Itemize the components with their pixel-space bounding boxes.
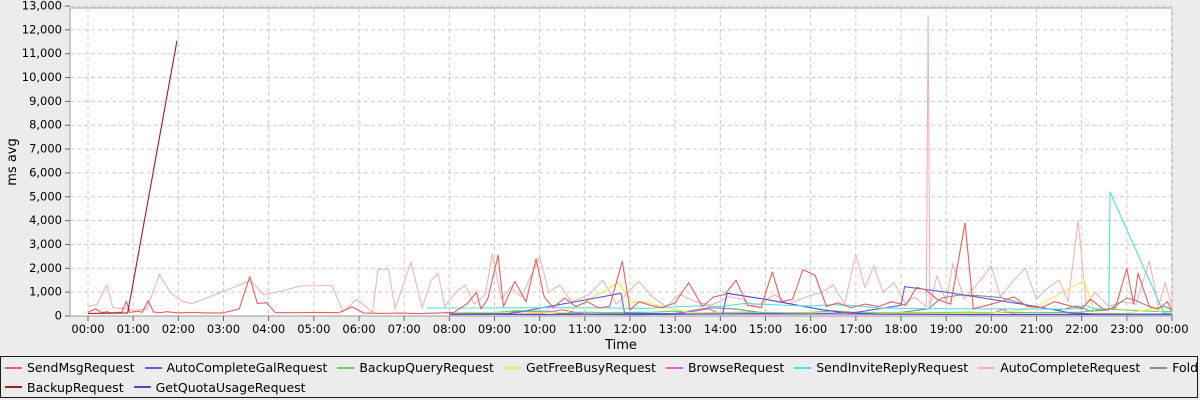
x-tick-label: 15:00 (749, 322, 782, 336)
series-line-autocompletegalrequest (449, 286, 1172, 315)
legend-item-autocompletegalrequest: AutoCompleteGalRequest (144, 360, 328, 376)
x-tick-label: 02:00 (162, 322, 195, 336)
legend-swatch-icon (978, 366, 996, 369)
legend-item-backuprequest: BackupRequest (5, 380, 124, 395)
legend-swatch-icon (794, 366, 812, 369)
legend-item-autocompleterequest: AutoCompleteRequest (978, 360, 1140, 375)
x-tick-label: 18:00 (884, 322, 917, 336)
legend-swatch-icon (5, 366, 22, 369)
legend-label: AutoCompleteGalRequest (166, 360, 328, 376)
legend-item-sendmsgrequest: SendMsgRequest (5, 360, 135, 375)
series-line-backupqueryrequest (444, 308, 1173, 314)
series-line-getquotausagerequest (449, 292, 1172, 316)
x-tick-label: 20:00 (975, 322, 1008, 336)
x-tick-label: 19:00 (930, 322, 963, 336)
x-tick-label: 03:00 (207, 322, 240, 336)
x-tick-label: 10:00 (523, 322, 556, 336)
x-tick-label: 00:00 (71, 322, 104, 336)
legend-label: GetQuotaUsageRequest (155, 379, 306, 395)
legend-swatch-icon (144, 366, 162, 369)
legend-swatch-icon (503, 366, 521, 369)
timeseries-chart-panel: 0 1,000 2,000 3,000 4,000 5,000 6,000 7,000 8,00… (5, 0, 1189, 353)
x-tick-label: 09:00 (478, 322, 511, 336)
y-axis-title: ms avg (5, 138, 20, 185)
legend-item-getfreebusyrequest: GetFreeBusyRequest (503, 360, 656, 376)
x-tick-label: 23:00 (1110, 322, 1143, 336)
x-tick-label: 05:00 (297, 322, 330, 336)
x-tick-label: 08:00 (433, 322, 466, 336)
y-tick-label: 4,000 (29, 213, 62, 227)
legend-label: BackupQueryRequest (359, 360, 494, 376)
x-tick-label: 01:00 (117, 322, 150, 336)
series-line-sendmsgrequest (87, 222, 1173, 315)
timeseries-chart: 0 1,000 2,000 3,000 4,000 5,000 6,000 7,000 8,00… (5, 0, 1189, 353)
legend-swatch-icon (665, 366, 683, 369)
y-tick-label: 0 (55, 309, 62, 323)
y-tick-label: 2,000 (29, 261, 62, 275)
legend-label: SendMsgRequest (27, 360, 135, 376)
x-tick-label: 11:00 (568, 322, 601, 336)
legend-swatch-icon (5, 386, 22, 389)
y-tick-label: 5,000 (29, 189, 62, 203)
y-tick-label: 8,000 (29, 118, 62, 132)
y-tick-label: 1,000 (29, 285, 62, 299)
x-tick-label: 07:00 (388, 322, 421, 336)
legend-label: BrowseRequest (687, 360, 785, 376)
x-tick-label: 17:00 (839, 322, 872, 336)
legend-item-backupqueryrequest: BackupQueryRequest (337, 360, 494, 375)
series-line-backuprequest (87, 40, 178, 314)
x-tick-label: 12:00 (613, 322, 646, 336)
y-tick-label: 3,000 (29, 237, 62, 251)
legend-item-folderactionrequest.empty: FolderActionRequest.empty (1150, 360, 1197, 375)
x-tick-label: 00:00 (1155, 322, 1188, 336)
legend-swatch-icon (337, 366, 355, 369)
y-tick-label: 6,000 (29, 165, 62, 179)
x-tick-label: 14:00 (704, 322, 737, 336)
legend-label: AutoCompleteRequest (1000, 360, 1141, 376)
legend-swatch-icon (133, 386, 151, 389)
y-tick-label: 9,000 (29, 94, 62, 108)
legend-label: BackupRequest (27, 379, 124, 395)
y-tick-label: 11,000 (22, 46, 62, 60)
legend-row: BackupRequest GetQuotaUsageRequest (1, 378, 1197, 398)
y-tick-label: 10,000 (22, 70, 62, 84)
plot-area (69, 7, 1173, 317)
y-tick-label: 7,000 (29, 142, 62, 156)
x-tick-label: 04:00 (252, 322, 285, 336)
legend-item-sendinvitereplyrequest: SendInviteReplyRequest (794, 360, 968, 375)
y-tick-label: 12,000 (22, 22, 62, 36)
x-tick-label: 13:00 (659, 322, 692, 336)
legend-label: FolderActionRequest.empty (1172, 360, 1197, 376)
legend-item-browserequest: BrowseRequest (665, 360, 785, 376)
chart-legend: SendMsgRequest AutoCompleteGalRequest Back… (0, 356, 1198, 398)
x-axis-title: Time (604, 338, 637, 353)
x-tick-label: 06:00 (342, 322, 375, 336)
legend-row: SendMsgRequest AutoCompleteGalRequest Back… (1, 358, 1197, 378)
legend-swatch-icon (1150, 366, 1168, 369)
x-tick-label: 16:00 (794, 322, 827, 336)
y-tick-label: 13,000 (22, 0, 62, 13)
legend-label: SendInviteReplyRequest (816, 360, 969, 376)
x-tick-label: 21:00 (1020, 322, 1053, 336)
legend-label: GetFreeBusyRequest (525, 360, 656, 376)
x-tick-label: 22:00 (1065, 322, 1098, 336)
legend-item-getquotausagerequest: GetQuotaUsageRequest (133, 379, 306, 395)
